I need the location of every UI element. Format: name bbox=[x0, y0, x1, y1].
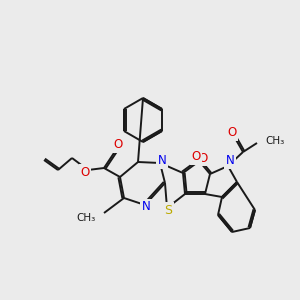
Text: N: N bbox=[142, 200, 150, 214]
Text: N: N bbox=[226, 154, 234, 167]
Text: N: N bbox=[158, 154, 166, 167]
Text: O: O bbox=[191, 151, 201, 164]
Text: O: O bbox=[198, 152, 208, 164]
Text: O: O bbox=[80, 166, 90, 178]
Text: CH₃: CH₃ bbox=[265, 136, 284, 146]
Text: CH₃: CH₃ bbox=[77, 213, 96, 223]
Text: O: O bbox=[227, 127, 237, 140]
Text: O: O bbox=[113, 139, 123, 152]
Text: S: S bbox=[164, 203, 172, 217]
